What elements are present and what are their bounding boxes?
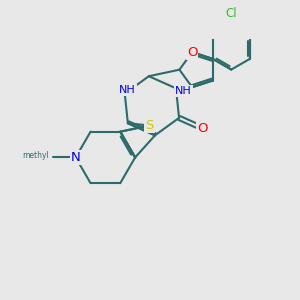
Text: NH: NH (175, 86, 192, 96)
Text: N: N (71, 151, 81, 164)
Text: S: S (145, 119, 154, 132)
Text: Cl: Cl (226, 7, 237, 20)
Text: NH: NH (119, 85, 136, 95)
Text: O: O (187, 46, 197, 59)
Text: methyl: methyl (22, 152, 49, 160)
Text: O: O (197, 122, 207, 135)
